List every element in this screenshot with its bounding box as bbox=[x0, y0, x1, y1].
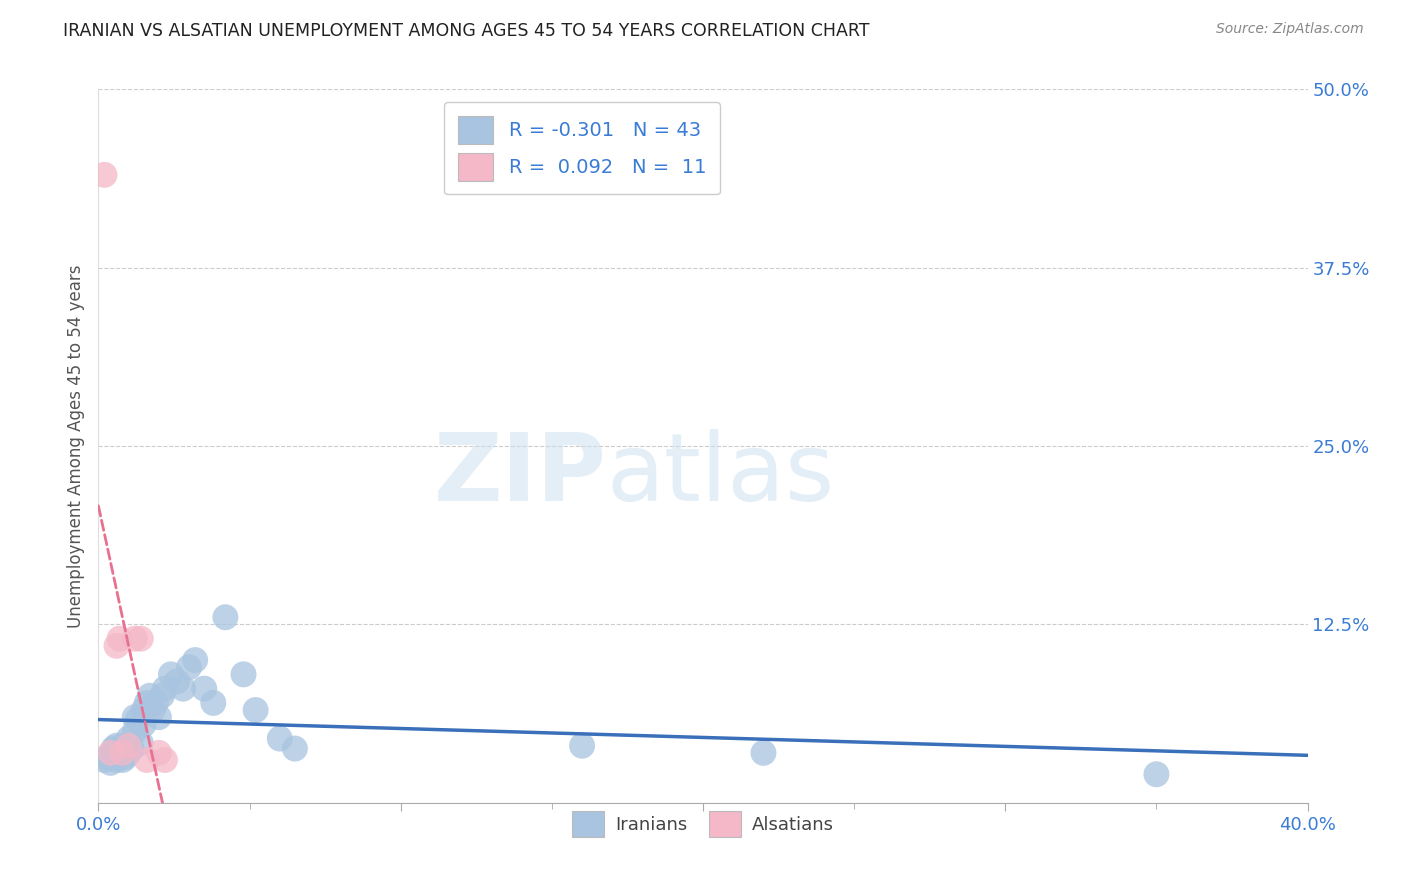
Point bbox=[127, 713, 149, 727]
Point bbox=[103, 741, 125, 756]
Point bbox=[139, 689, 162, 703]
Point bbox=[148, 746, 170, 760]
Point bbox=[153, 681, 176, 696]
Point bbox=[135, 753, 157, 767]
Point bbox=[103, 746, 125, 760]
Point bbox=[214, 610, 236, 624]
Point bbox=[93, 753, 115, 767]
Point bbox=[100, 746, 122, 760]
Point bbox=[105, 753, 128, 767]
Point bbox=[150, 689, 173, 703]
Point bbox=[108, 632, 131, 646]
Point bbox=[160, 667, 183, 681]
Point bbox=[114, 741, 136, 756]
Point bbox=[269, 731, 291, 746]
Point bbox=[118, 739, 141, 753]
Point bbox=[105, 739, 128, 753]
Point bbox=[179, 660, 201, 674]
Point bbox=[135, 696, 157, 710]
Point bbox=[232, 667, 254, 681]
Point bbox=[118, 731, 141, 746]
Point bbox=[202, 696, 225, 710]
Point bbox=[114, 750, 136, 764]
Point bbox=[111, 739, 134, 753]
Point bbox=[105, 639, 128, 653]
Point bbox=[245, 703, 267, 717]
Point bbox=[132, 703, 155, 717]
Point bbox=[153, 753, 176, 767]
Point bbox=[118, 746, 141, 760]
Point bbox=[752, 746, 775, 760]
Point bbox=[166, 674, 188, 689]
Point bbox=[1144, 767, 1167, 781]
Point bbox=[111, 746, 134, 760]
Point bbox=[124, 724, 146, 739]
Point bbox=[124, 632, 146, 646]
Point bbox=[184, 653, 207, 667]
Point bbox=[121, 741, 143, 756]
Legend: Iranians, Alsatians: Iranians, Alsatians bbox=[564, 804, 842, 844]
Point bbox=[571, 739, 593, 753]
Point bbox=[100, 756, 122, 770]
Point bbox=[193, 681, 215, 696]
Point bbox=[142, 703, 165, 717]
Point bbox=[129, 736, 152, 750]
Point bbox=[172, 681, 194, 696]
Point bbox=[108, 748, 131, 763]
Text: Source: ZipAtlas.com: Source: ZipAtlas.com bbox=[1216, 22, 1364, 37]
Point bbox=[93, 168, 115, 182]
Point bbox=[96, 750, 118, 764]
Text: atlas: atlas bbox=[606, 428, 835, 521]
Point bbox=[111, 753, 134, 767]
Point bbox=[129, 632, 152, 646]
Y-axis label: Unemployment Among Ages 45 to 54 years: Unemployment Among Ages 45 to 54 years bbox=[66, 264, 84, 628]
Point bbox=[132, 717, 155, 731]
Point bbox=[148, 710, 170, 724]
Text: IRANIAN VS ALSATIAN UNEMPLOYMENT AMONG AGES 45 TO 54 YEARS CORRELATION CHART: IRANIAN VS ALSATIAN UNEMPLOYMENT AMONG A… bbox=[63, 22, 870, 40]
Point bbox=[284, 741, 307, 756]
Point bbox=[124, 710, 146, 724]
Text: ZIP: ZIP bbox=[433, 428, 606, 521]
Point bbox=[145, 696, 167, 710]
